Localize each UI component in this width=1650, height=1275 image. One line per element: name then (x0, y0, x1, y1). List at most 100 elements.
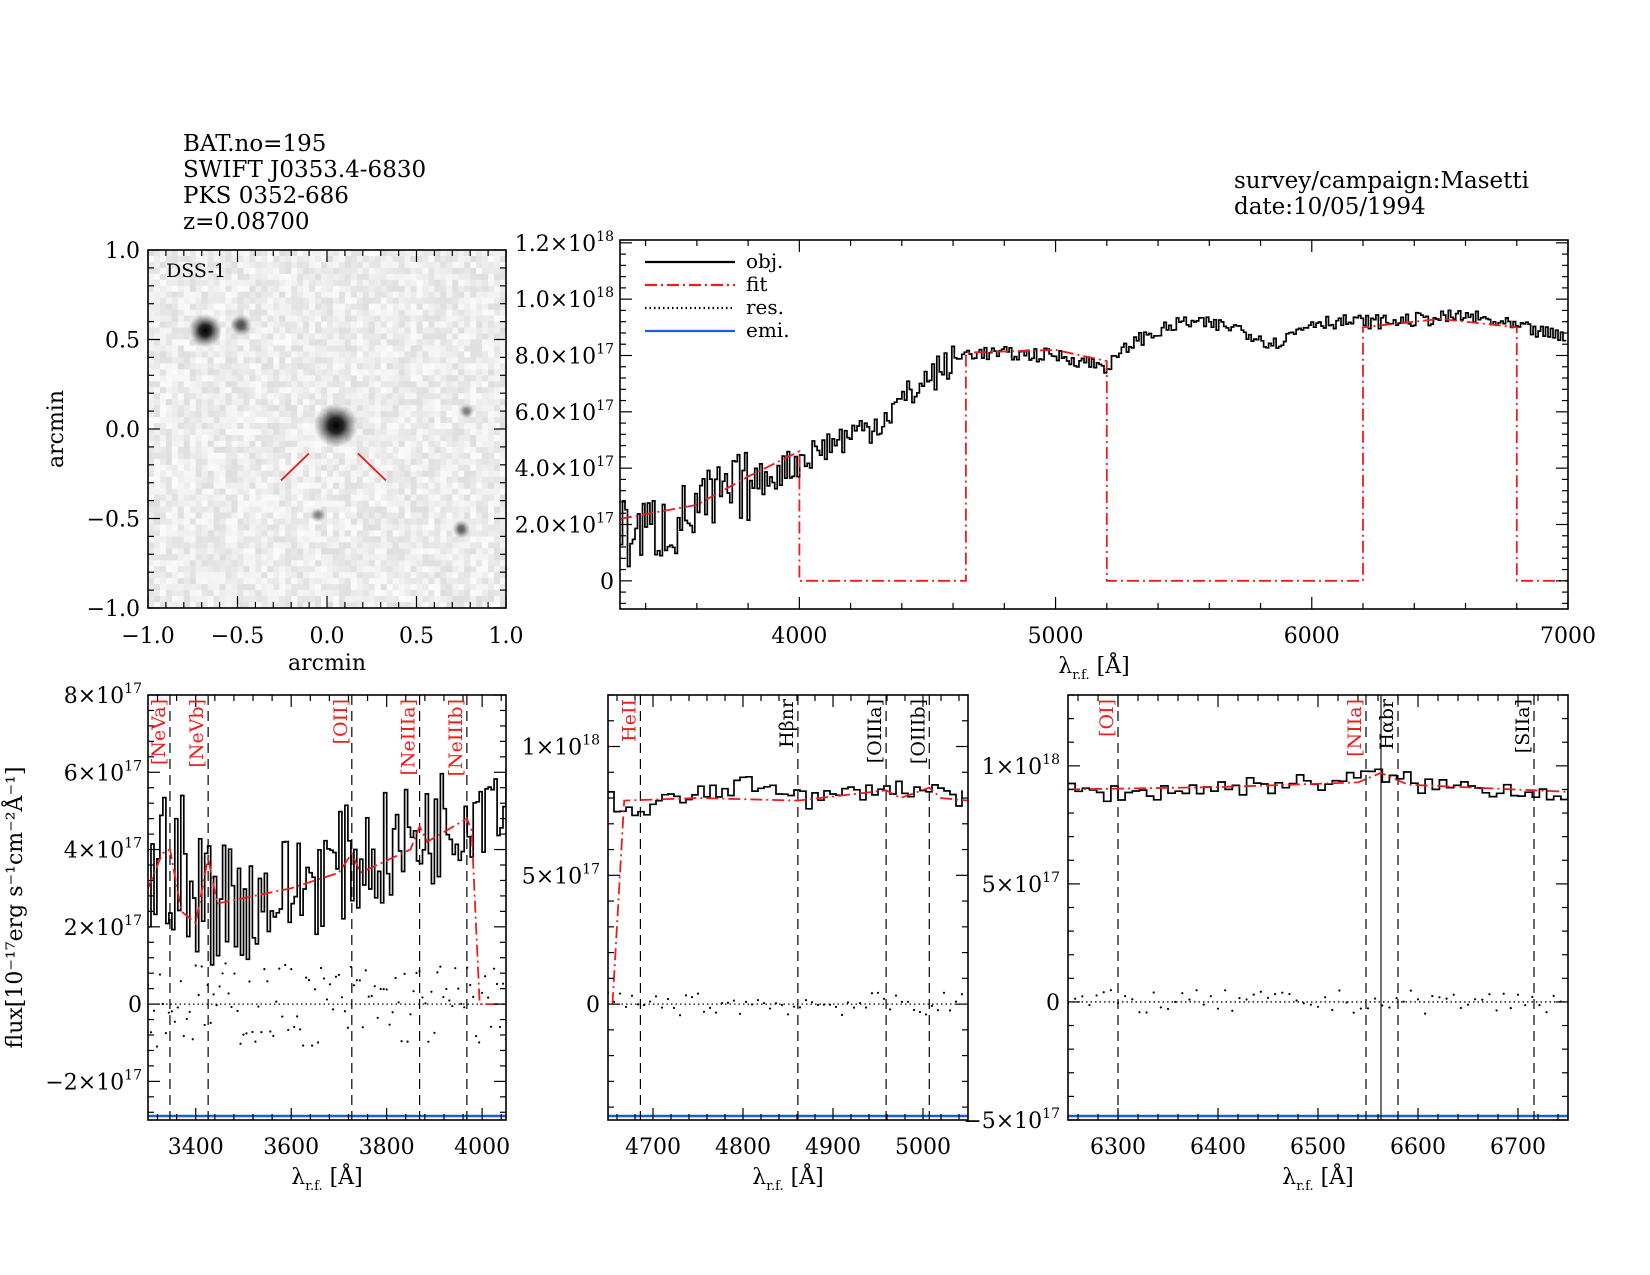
dss-pixel (255, 458, 262, 466)
dss-pixel (464, 566, 471, 573)
dss-pixel (297, 512, 304, 519)
dss-pixel (297, 440, 304, 448)
dss-pixel (338, 291, 346, 299)
dss-pixel (446, 345, 453, 352)
dss-pixel (195, 530, 203, 537)
dss-pixel (231, 423, 238, 430)
dss-pixel (500, 267, 507, 275)
dss-pixel (201, 411, 209, 418)
dss-pixel (452, 285, 459, 293)
dss-pixel (189, 387, 197, 394)
dss-pixel (171, 518, 179, 525)
dss-pixel (398, 375, 405, 382)
dss-pixel (153, 506, 161, 513)
dss-pixel (261, 363, 268, 370)
zoom3-residual-point (1524, 1004, 1527, 1007)
dss-pixel (183, 297, 191, 305)
zoom1-residual-point (361, 1026, 364, 1029)
dss-pixel (273, 590, 280, 597)
dss-pixel (183, 464, 191, 472)
dss-pixel (440, 357, 447, 364)
dss-pixel (195, 554, 203, 561)
dss-pixel (261, 458, 268, 466)
dss-pixel (488, 476, 495, 484)
dss-pixel (386, 381, 394, 388)
dss-pixel (494, 542, 501, 549)
dss-pixel (189, 530, 197, 537)
dss-pixel (213, 363, 220, 370)
dss-pixel (243, 285, 250, 293)
full-fit (620, 317, 1568, 582)
dss-pixel (267, 542, 274, 549)
dss-pixel (380, 512, 388, 519)
zoom2-residual-point (846, 1001, 850, 1004)
dss-pixel (267, 333, 274, 340)
dss-ytick-label: 0.0 (105, 418, 140, 443)
dss-pixel (410, 369, 417, 376)
dss-pixel (368, 297, 376, 305)
dss-pixel (165, 464, 173, 472)
dss-pixel (422, 393, 429, 400)
dss-pixel (267, 429, 274, 436)
dss-pixel (165, 303, 173, 311)
dss-pixel (422, 327, 429, 334)
dss-pixel (225, 357, 232, 364)
dss-pixel (237, 506, 244, 513)
zoom1-ylabel: flux[10⁻¹⁷erg s⁻¹cm⁻²Å⁻¹] (0, 767, 28, 1049)
dss-pixel (404, 482, 411, 490)
dss-pixel (273, 518, 280, 525)
dss-pixel (219, 530, 226, 537)
dss-pixel (153, 476, 161, 484)
dss-pixel (171, 554, 179, 561)
dss-pixel (315, 375, 322, 382)
dss-pixel (303, 333, 310, 340)
dss-pixel (458, 339, 465, 346)
dss-pixel (291, 363, 298, 370)
zoom2-residual-point (678, 1014, 682, 1017)
dss-pixel (261, 596, 268, 603)
dss-pixel (303, 423, 310, 430)
dss-pixel (362, 566, 370, 573)
dss-pixel (428, 327, 435, 334)
zoom1-residual-point (436, 971, 439, 974)
dss-pixel (153, 291, 161, 299)
dss-pixel (332, 494, 340, 501)
dss-pixel (213, 452, 220, 460)
dss-pixel (165, 434, 173, 442)
dss-pixel (225, 572, 232, 579)
dss-pixel (249, 536, 256, 543)
dss-pixel (350, 590, 358, 597)
dss-pixel (428, 548, 435, 555)
dss-pixel (309, 554, 316, 561)
dss-pixel (440, 512, 447, 519)
dss-pixel (183, 512, 191, 519)
dss-pixel (398, 381, 405, 388)
dss-pixel (279, 417, 286, 424)
dss-xtick-label: −0.5 (211, 624, 264, 649)
dss-pixel (494, 590, 501, 597)
dss-pixel (297, 309, 304, 317)
dss-pixel (350, 351, 358, 358)
dss-pixel (488, 572, 495, 579)
dss-pixel (261, 333, 268, 340)
dss-pixel (153, 566, 161, 573)
dss-pixel (267, 291, 274, 299)
dss-pixel (398, 494, 405, 501)
dss-pixel (291, 548, 298, 555)
dss-pixel (374, 494, 382, 501)
dss-pixel (321, 285, 328, 293)
dss-pixel (410, 518, 417, 525)
zoom3-residual-point (1338, 989, 1341, 992)
dss-pixel (494, 327, 501, 334)
dss-pixel (332, 309, 340, 317)
dss-pixel (153, 363, 161, 370)
zoom2-residual-point (702, 1010, 706, 1013)
dss-pixel (279, 303, 286, 311)
dss-pixel (159, 363, 167, 370)
dss-pixel (297, 524, 304, 531)
dss-pixel (446, 476, 453, 484)
dss-pixel (404, 602, 411, 609)
dss-pixel (500, 321, 507, 328)
dss-pixel (273, 458, 280, 466)
